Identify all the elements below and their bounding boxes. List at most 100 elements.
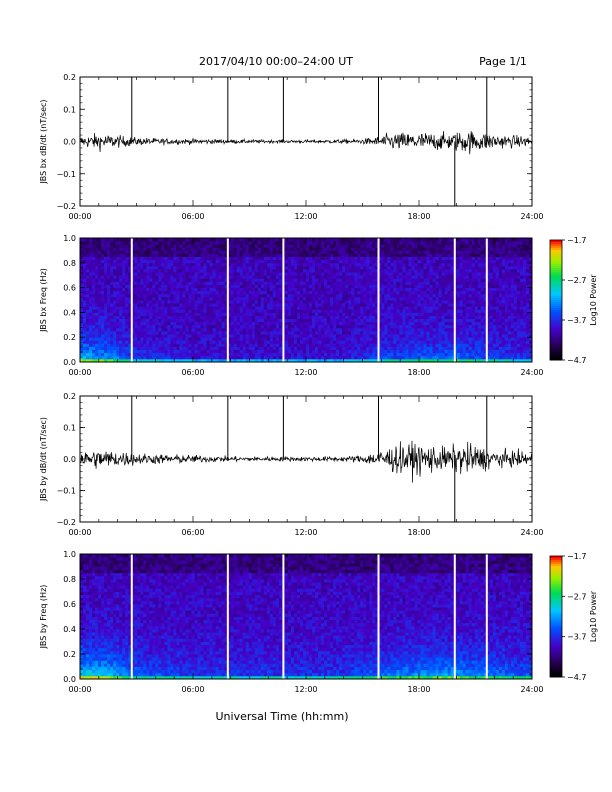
spectrogram-cell — [83, 300, 87, 304]
spectrogram-cell — [387, 300, 391, 304]
spectrogram-cell — [411, 284, 415, 288]
spectrogram-cell — [125, 343, 129, 347]
spectrogram-cell — [197, 262, 201, 267]
spectrogram-cell — [116, 337, 120, 341]
spectrogram-cell — [155, 241, 159, 245]
spectrogram-cell — [197, 327, 201, 332]
spectrogram-cell — [333, 358, 337, 363]
spectrogram-cell — [167, 312, 171, 316]
spectrogram-cell — [131, 334, 135, 338]
spectrogram-cell — [441, 244, 446, 248]
spectrogram-cell — [354, 340, 358, 344]
spectrogram-cell — [330, 284, 334, 288]
spectrogram-cell — [372, 352, 376, 357]
spectrogram-cell — [242, 275, 247, 279]
spectrogram-cell — [251, 309, 256, 313]
spectrogram-cell — [309, 253, 313, 257]
spectrogram-cell — [209, 275, 213, 279]
spectrogram-cell — [149, 312, 153, 316]
spectrogram-cell — [299, 256, 304, 261]
spectrogram-cell — [110, 269, 114, 273]
spectrogram-cell — [248, 281, 253, 285]
spectrogram-cell — [432, 284, 436, 288]
spectrogram-cell — [155, 296, 159, 301]
spectrogram-cell — [131, 349, 135, 354]
spectrogram-cell — [143, 303, 147, 307]
spectrogram-cell — [423, 300, 427, 304]
spectrogram-cell — [179, 340, 183, 344]
spectrogram-cell — [98, 253, 102, 257]
spectrogram-cell — [146, 259, 150, 264]
spectrogram-cell — [239, 300, 244, 304]
spectrogram-cell — [167, 324, 171, 329]
spectrogram-cell — [242, 293, 247, 298]
spectrogram-cell — [309, 321, 313, 326]
spectrogram-cell — [278, 318, 283, 323]
spectrogram-cell — [266, 290, 271, 295]
spectrogram-cell — [372, 327, 376, 332]
spectrogram-cell — [381, 309, 385, 313]
spectrogram-cell — [408, 287, 412, 292]
spectrogram-cell — [296, 250, 301, 254]
spectrogram-cell — [188, 275, 192, 279]
spectrogram-cell — [369, 358, 373, 363]
spectrogram-cell — [384, 272, 388, 276]
spectrogram-cell — [372, 358, 376, 363]
spectrogram-cell — [369, 346, 373, 350]
spectrogram-cell — [351, 343, 355, 347]
spectrogram-cell — [405, 265, 409, 270]
spectrogram-cell — [95, 358, 99, 363]
spectrogram-cell — [110, 315, 114, 319]
spectrogram-cell — [80, 253, 84, 257]
spectrogram-cell — [107, 265, 111, 270]
spectrogram-cell — [239, 250, 244, 254]
spectrogram-cell — [116, 272, 120, 276]
spectrogram-cell — [309, 265, 313, 270]
spectrogram-cell — [327, 284, 331, 288]
spectrogram-cell — [284, 284, 289, 288]
spectrogram-cell — [339, 331, 343, 335]
spectrogram-cell — [327, 303, 331, 307]
spectrogram-cell — [170, 265, 174, 270]
spectrogram-cell — [296, 321, 301, 326]
spectrogram-cell — [101, 269, 105, 273]
spectrogram-cell — [429, 290, 433, 295]
spectrogram-cell — [411, 300, 415, 304]
spectrogram-cell — [149, 343, 153, 347]
spectrogram-cell — [438, 355, 442, 360]
spectrogram-cell — [339, 281, 343, 285]
spectrogram-cell — [236, 340, 241, 344]
spectrogram-cell — [257, 343, 262, 347]
spectrogram-cell — [203, 343, 207, 347]
spectrogram-cell — [134, 259, 138, 264]
spectrogram-cell — [266, 312, 271, 316]
spectrogram-cell — [155, 331, 159, 335]
spectrogram-cell — [101, 256, 105, 261]
spectrogram-cell — [336, 352, 340, 357]
spectrogram-cell — [411, 355, 415, 360]
spectrogram-cell — [444, 293, 449, 298]
spectrogram-cell — [110, 306, 114, 310]
spectrogram-cell — [302, 284, 307, 288]
spectrogram-cell — [399, 334, 403, 338]
spectrogram-cell — [242, 300, 247, 304]
spectrogram-cell — [357, 281, 361, 285]
spectrogram-cell — [161, 355, 165, 360]
spectrogram-cell — [104, 318, 108, 323]
spectrogram-cell — [125, 334, 129, 338]
spectrogram-cell — [182, 269, 186, 273]
spectrogram-cell — [236, 247, 241, 251]
spectrogram-cell — [125, 312, 129, 316]
spectrogram-cell — [342, 318, 346, 323]
spectrogram-cell — [209, 269, 213, 273]
spectrogram-cell — [116, 293, 120, 298]
spectrogram-cell — [260, 343, 265, 347]
spectrogram-cell — [296, 309, 301, 313]
spectrogram-cell — [318, 244, 322, 248]
spectrogram-cell — [143, 238, 147, 242]
spectrogram-cell — [351, 269, 355, 273]
spectrogram-cell — [435, 259, 439, 264]
spectrogram-cell — [321, 296, 325, 301]
spectrogram-cell — [212, 331, 216, 335]
spectrogram-cell — [173, 244, 177, 248]
